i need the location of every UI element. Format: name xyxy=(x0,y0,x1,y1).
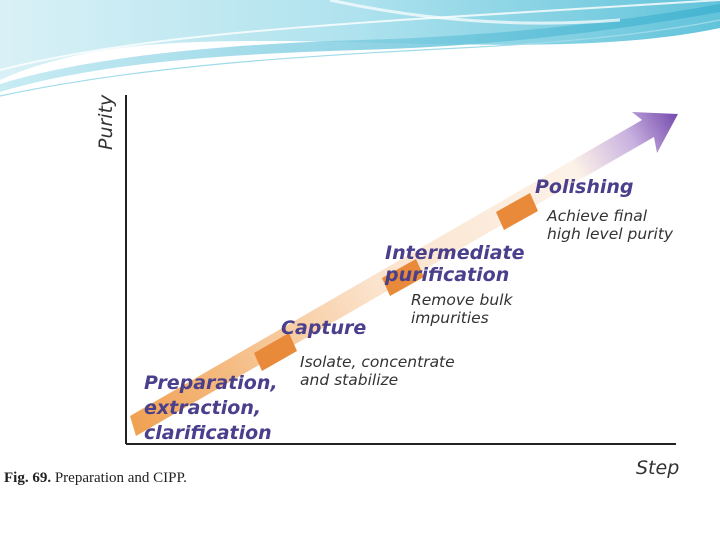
stage-segment-intermediate xyxy=(382,259,424,296)
stage-title-intermediate: Intermediate xyxy=(385,242,525,264)
banner-band xyxy=(0,4,720,92)
stage-title-preparation: extraction, xyxy=(144,397,261,419)
stage-description-capture: and stabilize xyxy=(300,371,398,389)
x-axis-label: Step xyxy=(636,457,679,479)
stage-segment-polishing xyxy=(496,193,538,230)
stage-segment-capture xyxy=(254,333,297,371)
caption-text: Preparation and CIPP. xyxy=(51,470,187,486)
banner-line xyxy=(329,0,621,25)
figure-caption: Fig. 69. Preparation and CIPP. xyxy=(4,470,187,486)
banner-line xyxy=(0,0,720,71)
banner-line xyxy=(0,19,720,97)
stage-description-capture: Isolate, concentrate xyxy=(300,353,455,371)
stage-description-intermediate: Remove bulk xyxy=(411,291,513,309)
header-banner xyxy=(0,0,720,97)
caption-label: Fig. 69. xyxy=(4,470,51,486)
stage-description-polishing: high level purity xyxy=(547,225,674,243)
stage-title-capture: Capture xyxy=(281,317,366,339)
stage-title-preparation: clarification xyxy=(144,422,272,444)
stage-title-preparation: Preparation, xyxy=(144,372,278,394)
stage-title-intermediate: purification xyxy=(384,264,509,286)
stage-description-polishing: Achieve final xyxy=(546,207,648,225)
stage-description-intermediate: impurities xyxy=(411,309,489,327)
stage-title-polishing: Polishing xyxy=(535,176,633,198)
y-axis-label: Purity xyxy=(95,94,117,150)
